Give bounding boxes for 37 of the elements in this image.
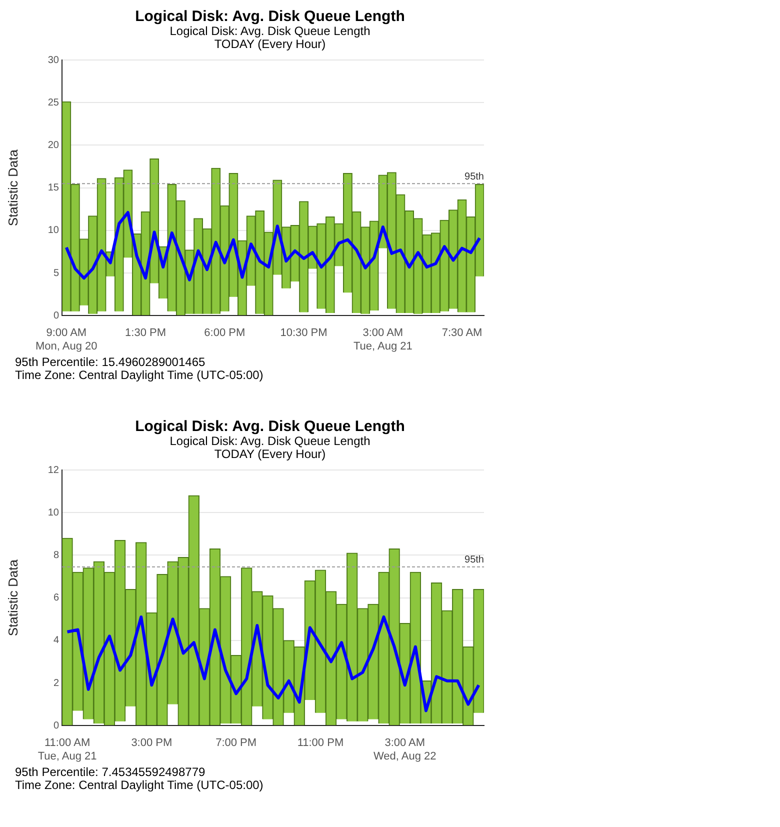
y-tick-label: 10: [48, 225, 60, 236]
y-tick-label: 30: [48, 54, 60, 66]
y-tick-label: 10: [48, 507, 60, 518]
text: 95th Percentile: 7.45345592498779: [15, 765, 206, 779]
y-axis-title: Statistic Data: [5, 558, 20, 636]
y-tick-label: 25: [48, 97, 60, 108]
x-tick-label: 3:00 AM Wed, Aug 22: [373, 737, 436, 762]
x-tick-label: 3:00 PM: [131, 737, 172, 750]
text: Time Zone: Central Daylight Time (UTC-05:00): [15, 778, 264, 792]
text: Time Zone: Central Daylight Time (UTC-05:00): [15, 368, 264, 382]
y-tick-label: 8: [53, 550, 60, 561]
y-axis-title: Statistic Data: [5, 148, 20, 226]
x-tick-label: 7:30 AM: [442, 327, 482, 340]
y-tick-label: 0: [53, 720, 60, 732]
x-tick-label: 9:00 AM Mon, Aug 20: [36, 327, 98, 352]
ref-line-label: 95th: [464, 554, 484, 566]
x-tick-label: 11:00 AM Tue, Aug 21: [38, 737, 97, 762]
chart-subtitle: Logical Disk: Avg. Disk Queue Length TODAY (Every Hour): [170, 434, 370, 461]
x-tick-label: 1:30 PM: [125, 327, 166, 340]
y-tick-label: 15: [48, 182, 60, 194]
chart-subtitle: Logical Disk: Avg. Disk Queue Length TODAY (Every Hour): [170, 24, 370, 51]
y-tick-label: 2: [53, 678, 60, 689]
y-tick-label: 4: [53, 635, 60, 646]
y-tick-label: 5: [53, 268, 60, 279]
x-tick-label: 3:00 AM Tue, Aug 21: [353, 327, 412, 352]
y-tick-label: 20: [48, 140, 60, 151]
y-tick-label: 12: [48, 464, 60, 476]
text: 95th Percentile: 15.4960289001465: [15, 355, 206, 369]
chart-title: Logical Disk: Avg. Disk Queue Length: [134, 8, 406, 25]
x-tick-label: 11:00 PM: [297, 737, 344, 750]
x-tick-label: 6:00 PM: [204, 327, 246, 340]
ref-line-label: 95th: [464, 171, 484, 182]
y-tick-label: 0: [53, 310, 60, 322]
x-tick-label: 10:30 PM: [280, 327, 328, 340]
chart-title: Logical Disk: Avg. Disk Queue Length: [134, 418, 406, 435]
x-tick-label: 7:00 PM: [216, 737, 257, 750]
y-tick-label: 6: [53, 592, 60, 604]
